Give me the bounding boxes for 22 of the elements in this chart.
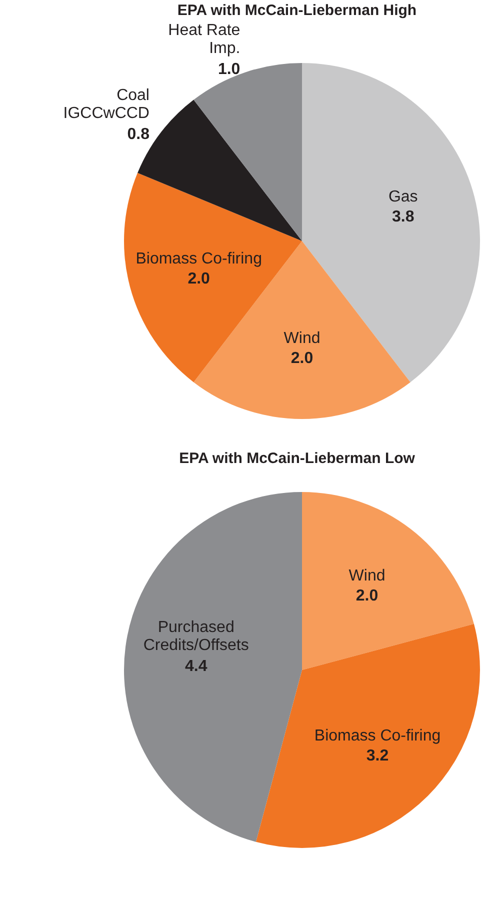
data-label: 2.0 <box>356 587 378 604</box>
data-label: 1.0 <box>218 60 240 78</box>
slice-label: Wind <box>284 330 320 347</box>
pie-slice <box>194 63 302 241</box>
slice-label: Biomass Co-firing <box>314 728 441 745</box>
slice-label: Purchased Credits/Offsets <box>143 619 249 654</box>
pie-slice <box>124 492 302 842</box>
chart-title: EPA with McCain-Lieberman Low <box>179 450 416 467</box>
data-label: 0.8 <box>127 126 150 143</box>
slice-label: Biomass Co-firing <box>136 250 262 268</box>
data-label: 4.4 <box>184 658 208 676</box>
slice-label: Gas <box>388 188 418 206</box>
slice-label: Coal IGCCwCCD <box>63 86 150 122</box>
pie-slice <box>256 624 480 848</box>
data-label: 2.0 <box>188 270 210 288</box>
data-label: 2.0 <box>290 350 314 367</box>
data-label: 3.8 <box>392 208 414 226</box>
chart-title: EPA with McCain-Lieberman High <box>177 2 417 19</box>
slice-label: Wind <box>348 567 386 584</box>
slice-label: Heat Rate Imp. <box>168 22 240 57</box>
pie-slice <box>302 492 474 670</box>
data-label: 3.2 <box>366 748 389 765</box>
